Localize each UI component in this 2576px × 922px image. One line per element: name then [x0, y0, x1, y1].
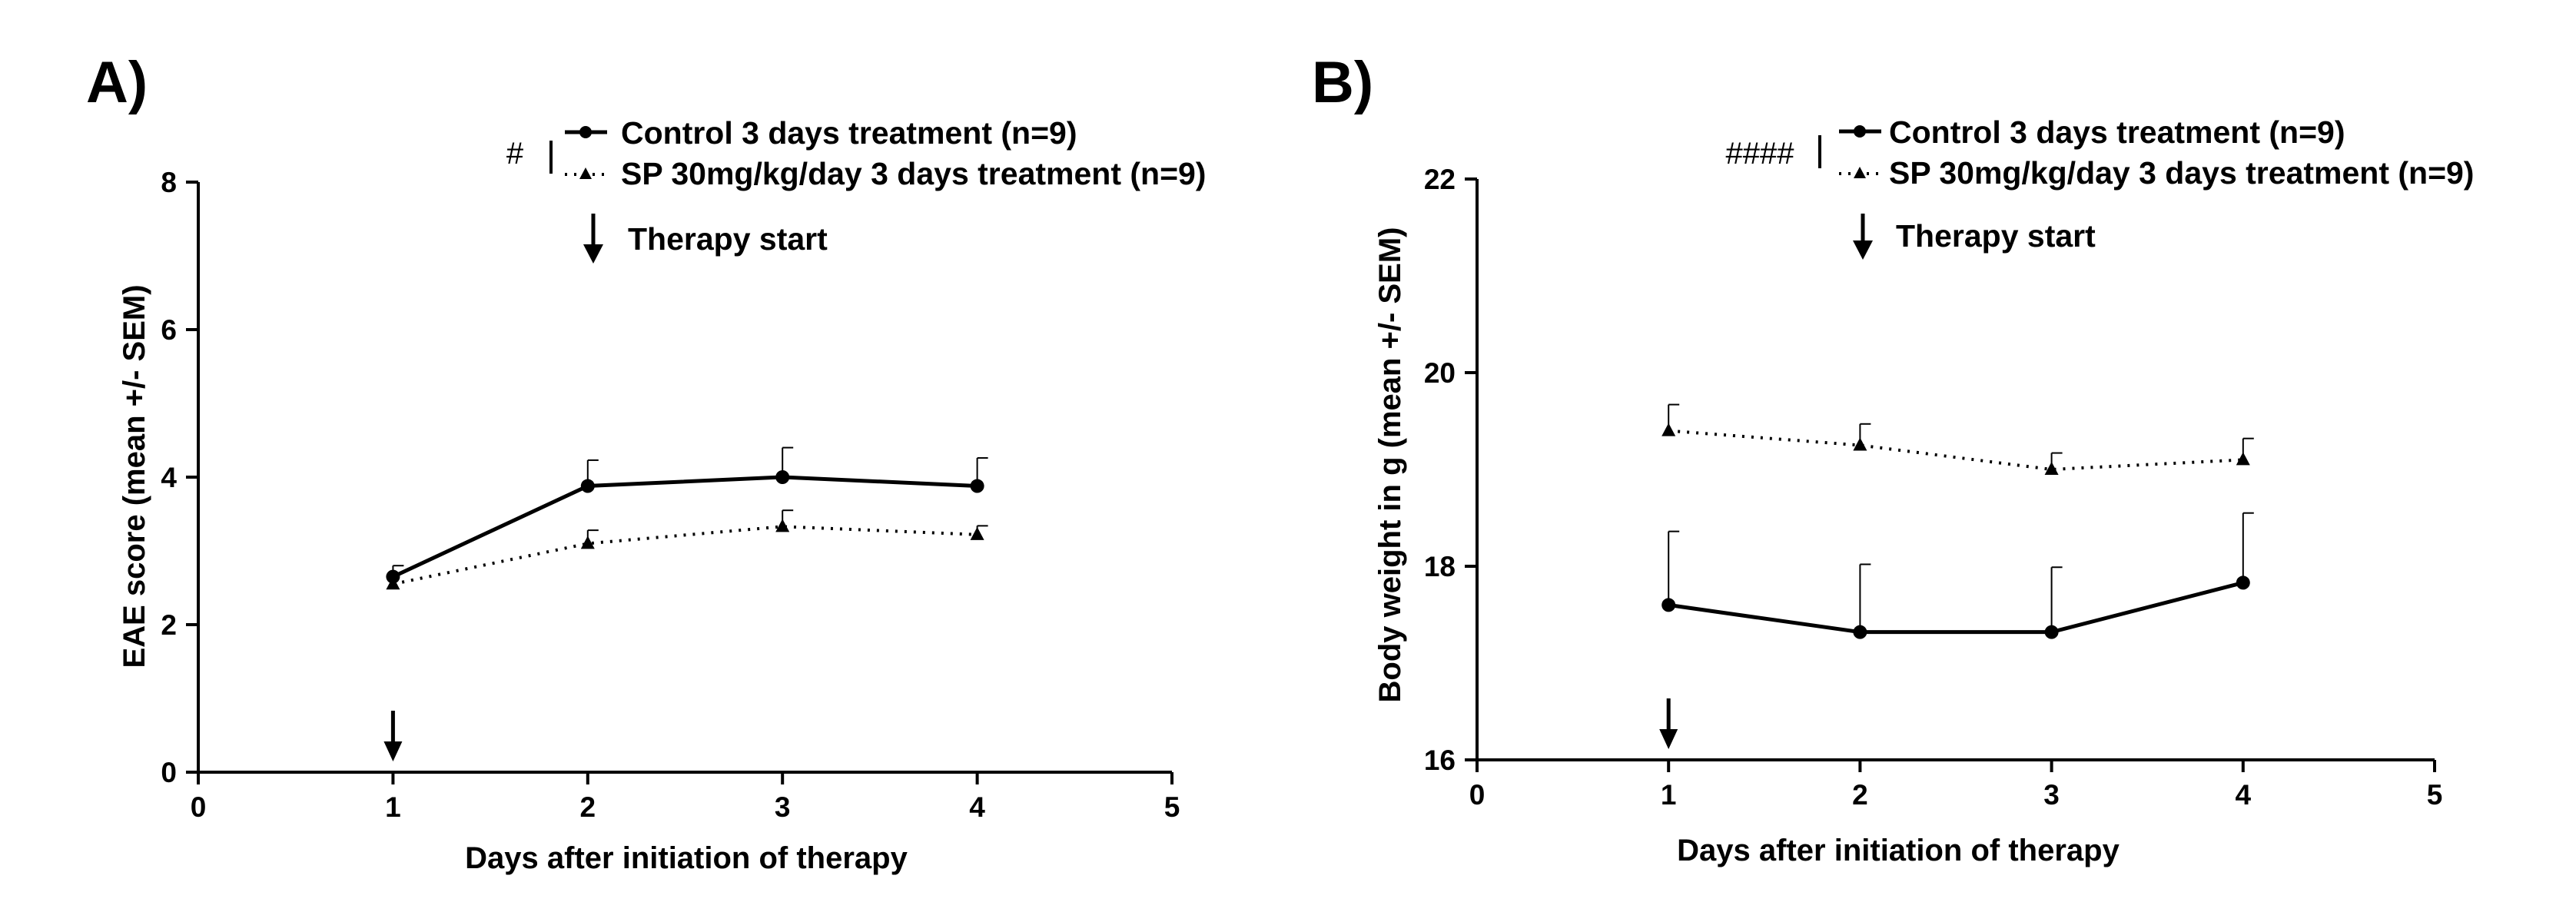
- data-point-sp: [580, 536, 595, 549]
- x-tick-label: 0: [191, 791, 207, 823]
- therapy-arrow-icon: [583, 244, 603, 264]
- legend-label-sp: SP 30mg/kg/day 3 days treatment (n=9): [1889, 155, 2474, 191]
- y-tick-label: 4: [161, 462, 177, 493]
- therapy-start-label: Therapy start: [1896, 218, 2096, 254]
- data-point-control: [775, 470, 790, 484]
- series-line-control: [1668, 580, 2244, 635]
- x-axis-title: Days after initiation of therapy: [465, 841, 908, 875]
- x-tick-label: 2: [580, 791, 596, 823]
- legend-marker-sp: [579, 167, 592, 179]
- legend-label-control: Control 3 days treatment (n=9): [621, 115, 1077, 151]
- x-tick-label: 5: [1164, 791, 1180, 823]
- y-tick-label: 18: [1424, 551, 1456, 582]
- significance-marker: ####: [1726, 137, 1795, 171]
- data-point-control: [1661, 598, 1676, 612]
- x-tick-label: 3: [2043, 779, 2060, 811]
- panel-b: B) 0 1 2 3 4 5 16 18 20 22 Days after initiation …: [1312, 50, 2474, 867]
- series-line-control: [392, 475, 978, 579]
- y-tick-label: 2: [161, 609, 177, 641]
- x-tick-label: 0: [1469, 779, 1486, 811]
- legend-marker-sp: [1854, 167, 1866, 178]
- data-point-sp: [1661, 423, 1676, 436]
- panel-a: A) 0 1 2 3 4 5 0 2 4 6 8 Days after initiation of …: [86, 50, 1206, 875]
- series-line-sp: [1668, 429, 2243, 472]
- y-tick-label: 20: [1424, 357, 1456, 389]
- x-tick-label: 1: [1661, 779, 1677, 811]
- data-point-control: [1853, 625, 1867, 639]
- therapy-arrow-icon: [1853, 240, 1873, 260]
- x-tick-label: 1: [385, 791, 401, 823]
- y-tick-label: 22: [1424, 164, 1456, 195]
- y-axis-title: Body weight in g (mean +/- SEM): [1373, 227, 1407, 703]
- plot-area: 0 1 2 3 4 5 16 18 20 22: [1424, 164, 2442, 811]
- x-axis-title: Days after initiation of therapy: [1677, 834, 2120, 867]
- data-point-sp: [1853, 437, 1867, 451]
- data-point-sp: [386, 576, 400, 590]
- x-tick-label: 4: [2236, 779, 2252, 811]
- legend-marker-control: [1854, 125, 1866, 138]
- legend-label-sp: SP 30mg/kg/day 3 days treatment (n=9): [621, 156, 1206, 191]
- x-tick-label: 5: [2427, 779, 2443, 811]
- data-point-sp: [2044, 462, 2059, 475]
- y-tick-label: 16: [1424, 745, 1456, 776]
- data-point-control: [2044, 625, 2059, 639]
- panel-label: B): [1312, 50, 1373, 115]
- data-point-sp: [970, 526, 984, 540]
- data-point-control: [970, 479, 984, 493]
- plot-area: 0 1 2 3 4 5 0 2 4 6 8: [161, 167, 1180, 823]
- therapy-start-arrow-icon: [1659, 729, 1678, 749]
- data-point-control: [580, 479, 595, 493]
- data-point-control: [2236, 575, 2250, 590]
- significance-marker: #: [506, 137, 524, 171]
- therapy-start-arrow-icon: [383, 741, 403, 761]
- x-tick-label: 4: [969, 791, 985, 823]
- therapy-start-label: Therapy start: [628, 221, 828, 257]
- y-tick-label: 6: [161, 314, 177, 346]
- y-tick-label: 8: [161, 167, 177, 198]
- panel-label: A): [86, 50, 148, 115]
- y-tick-label: 0: [161, 757, 177, 788]
- legend-marker-control: [579, 126, 592, 138]
- data-point-sp: [2236, 452, 2250, 466]
- x-tick-label: 3: [775, 791, 791, 823]
- legend-label-control: Control 3 days treatment (n=9): [1889, 114, 2345, 150]
- x-tick-label: 2: [1852, 779, 1868, 811]
- data-point-sp: [775, 519, 790, 532]
- series-line-sp: [392, 525, 978, 586]
- y-axis-title: EAE score (mean +/- SEM): [118, 284, 151, 668]
